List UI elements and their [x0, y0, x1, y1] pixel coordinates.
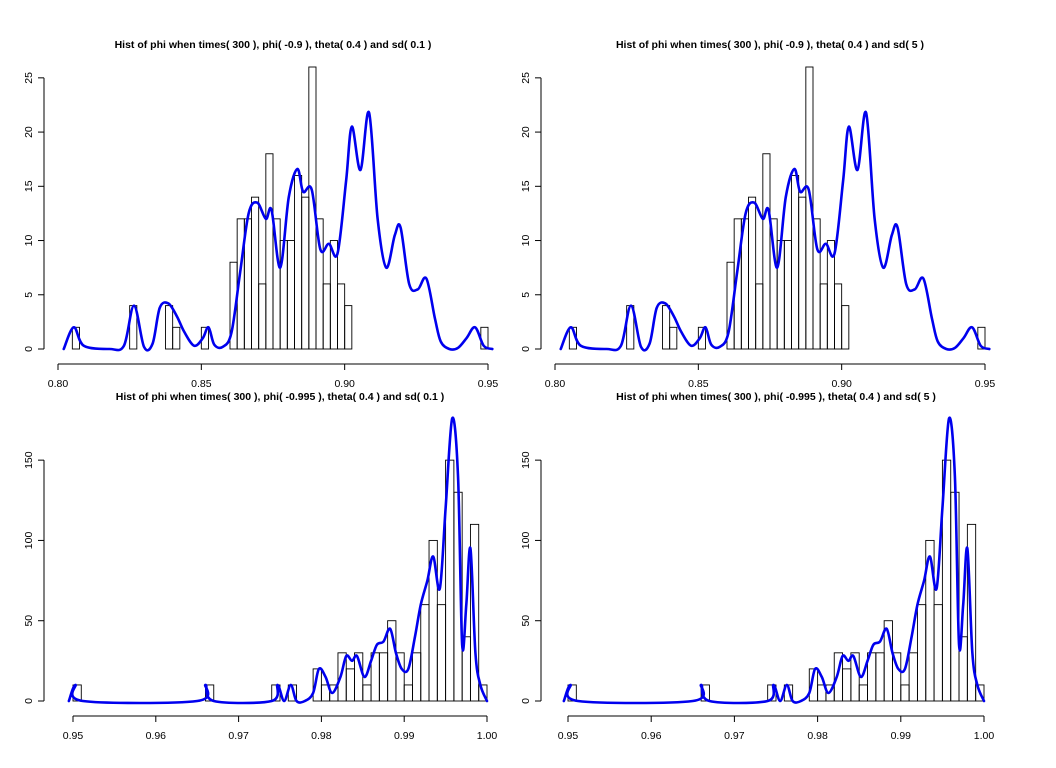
density-curve [67, 416, 489, 705]
histogram-bar [669, 326, 678, 350]
histogram-bar [420, 604, 430, 702]
histogram-bar [301, 196, 310, 350]
histogram-bar [875, 652, 885, 702]
y-tick-label: 5 [23, 292, 35, 298]
histogram-bar [403, 684, 413, 702]
y-tick-label: 15 [520, 180, 532, 192]
y-tick-label: 50 [23, 615, 35, 627]
x-tick-label: 0.85 [688, 378, 709, 390]
histogram-bar [344, 305, 353, 350]
x-tick-label: 0.95 [558, 730, 579, 742]
y-tick-label: 25 [23, 72, 35, 84]
histogram-bar [841, 305, 850, 350]
density-curve [562, 416, 986, 705]
histogram-bar [258, 283, 267, 350]
y-tick-label: 15 [23, 180, 35, 192]
y-tick-label: 0 [520, 698, 532, 704]
histogram-bar [783, 240, 792, 350]
histogram-bar [975, 684, 985, 702]
y-tick-label: 150 [520, 451, 532, 469]
x-tick-label: 0.98 [311, 730, 332, 742]
histogram-bar [345, 668, 355, 702]
x-tick-label: 0.99 [394, 730, 415, 742]
y-tick-label: 0 [23, 346, 35, 352]
y-tick-label: 100 [520, 532, 532, 550]
y-tick-label: 20 [520, 126, 532, 138]
histogram-bar [395, 652, 405, 702]
histogram-bar [378, 652, 389, 702]
y-tick-label: 0 [23, 698, 35, 704]
histogram-bar [478, 684, 488, 702]
histogram-panel-3: Hist of phi when times( 300 ), phi( -0.9… [23, 391, 497, 742]
histogram-bar [748, 196, 757, 350]
x-tick-label: 0.90 [831, 378, 852, 390]
histogram-bar [892, 652, 902, 702]
histogram-panel-4: Hist of phi when times( 300 ), phi( -0.9… [520, 391, 994, 742]
x-tick-label: 0.85 [191, 378, 212, 390]
histogram-bar [916, 604, 927, 702]
histogram-bar [337, 283, 346, 350]
y-tick-label: 20 [23, 126, 35, 138]
density-curve [559, 111, 991, 352]
histogram-bar [858, 684, 868, 702]
x-tick-label: 0.97 [724, 730, 745, 742]
histogram-bar [798, 196, 807, 350]
histogram-bar [362, 684, 372, 702]
histogram-panel-2: Hist of phi when times( 300 ), phi( -0.9… [520, 39, 995, 390]
histogram-bar [251, 196, 260, 350]
chart-title: Hist of phi when times( 300 ), phi( -0.9… [616, 39, 924, 51]
histogram-bar [412, 652, 422, 702]
histogram-bar [165, 305, 174, 350]
histogram-bar [322, 283, 331, 350]
chart-title: Hist of phi when times( 300 ), phi( -0.9… [115, 39, 432, 51]
histogram-bar [755, 283, 764, 350]
histogram-bar [308, 66, 317, 350]
y-tick-label: 5 [520, 292, 532, 298]
x-tick-label: 0.96 [641, 730, 662, 742]
histogram-bar [762, 153, 771, 350]
density-curve [62, 111, 494, 352]
histogram-bar [900, 684, 910, 702]
y-tick-label: 0 [520, 346, 532, 352]
histogram-bar [172, 326, 181, 350]
x-tick-label: 1.00 [974, 730, 995, 742]
x-tick-label: 0.95 [63, 730, 84, 742]
histogram-bar [933, 604, 943, 702]
y-tick-label: 25 [520, 72, 532, 84]
histogram-bar [265, 153, 274, 350]
histogram-bar [966, 523, 977, 702]
x-tick-label: 0.80 [545, 378, 566, 390]
y-tick-label: 10 [520, 235, 532, 247]
y-tick-label: 150 [23, 451, 35, 469]
y-tick-label: 100 [23, 532, 35, 550]
histogram-bar [819, 283, 828, 350]
histogram-bar [908, 652, 918, 702]
histogram-bar [850, 652, 860, 702]
y-tick-label: 50 [520, 615, 532, 627]
x-tick-label: 0.95 [975, 378, 996, 390]
histogram-bar [791, 175, 800, 350]
x-tick-label: 0.98 [807, 730, 828, 742]
y-tick-label: 10 [23, 235, 35, 247]
histogram-bar [662, 305, 671, 350]
histogram-panel-1: Hist of phi when times( 300 ), phi( -0.9… [23, 39, 498, 390]
histogram-bar [354, 652, 364, 702]
histogram-bar [286, 240, 295, 350]
histogram-bar [294, 175, 303, 350]
histogram-bar [805, 66, 814, 350]
histogram-bar [834, 283, 843, 350]
chart-title: Hist of phi when times( 300 ), phi( -0.9… [616, 391, 936, 403]
x-tick-label: 0.97 [228, 730, 249, 742]
x-tick-label: 0.99 [891, 730, 912, 742]
x-tick-label: 0.90 [334, 378, 355, 390]
x-tick-label: 0.96 [146, 730, 167, 742]
histogram-bar [842, 668, 852, 702]
histogram-bar [469, 523, 480, 702]
x-tick-label: 0.80 [48, 378, 69, 390]
x-tick-label: 0.95 [478, 378, 499, 390]
x-tick-label: 1.00 [477, 730, 498, 742]
chart-title: Hist of phi when times( 300 ), phi( -0.9… [116, 391, 444, 403]
histogram-bar [436, 604, 447, 702]
